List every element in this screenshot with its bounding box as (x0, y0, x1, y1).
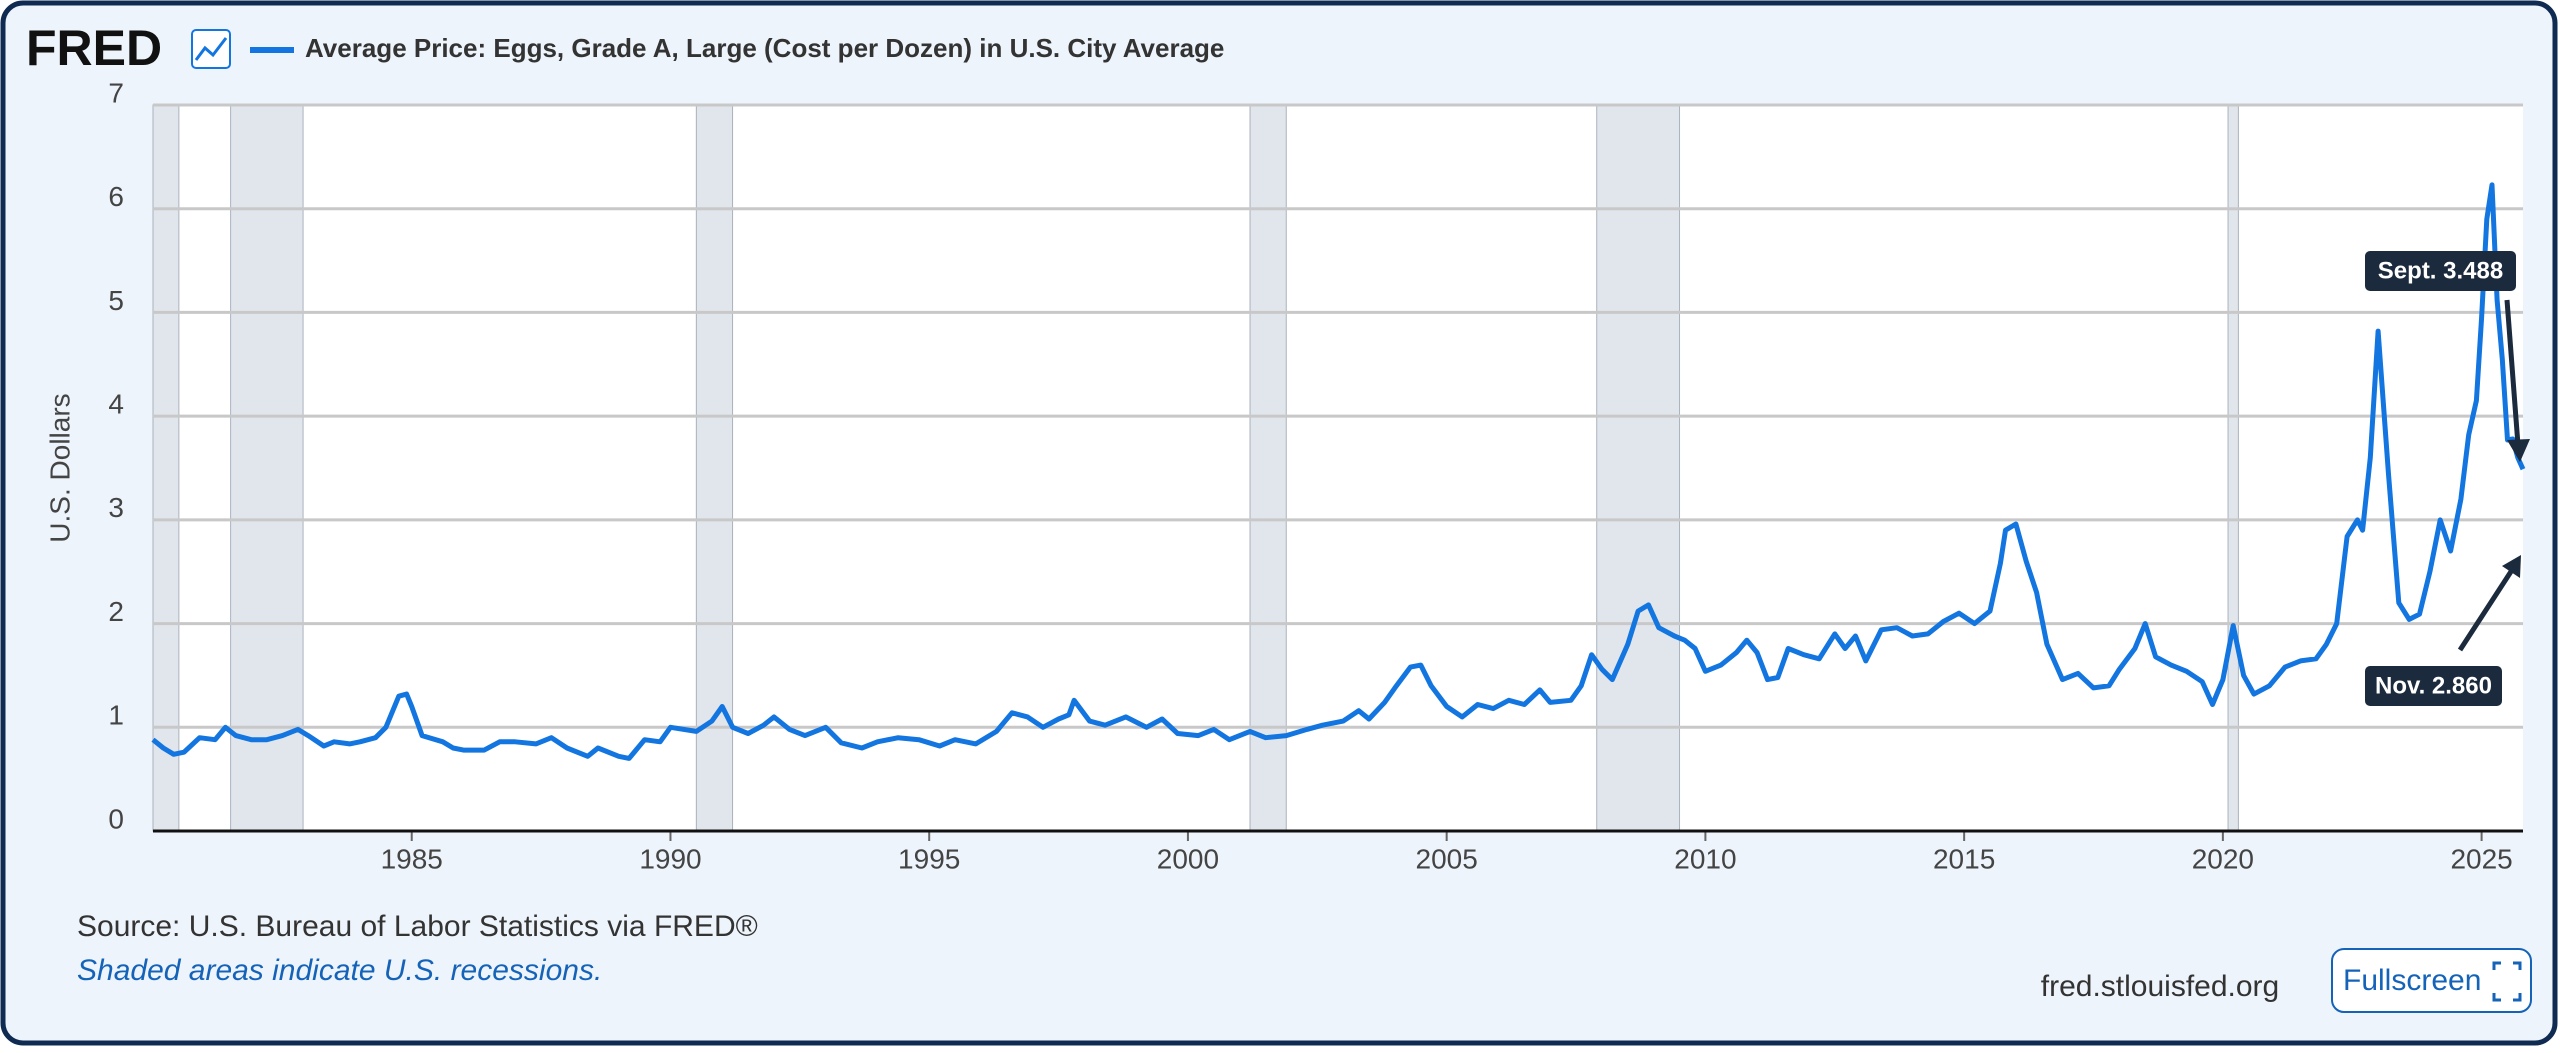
site-link[interactable]: fred.stlouisfed.org (2041, 970, 2279, 1003)
annotation-arrowhead (2502, 555, 2521, 578)
annotation-arrowhead (2507, 439, 2530, 462)
note: Shaded areas indicate U.S. recessions. (77, 954, 602, 987)
x-tick-label: 2020 (2192, 843, 2254, 874)
y-tick-label: 6 (108, 181, 124, 212)
fullscreen-button[interactable] (2331, 948, 2532, 1013)
logo-icon (191, 29, 231, 69)
x-tick-label: 2010 (1674, 843, 1736, 874)
recession (1596, 104, 1681, 832)
fullscreen-icon[interactable] (2492, 961, 2522, 1002)
x-tick-label: 2015 (1933, 843, 1995, 874)
x-tick-label: 2025 (2450, 843, 2512, 874)
source: Source: U.S. Bureau of Labor Statistics … (77, 910, 758, 943)
y-axis-label: U.S. Dollars (44, 393, 75, 542)
recession (152, 104, 180, 832)
recession (2227, 104, 2239, 832)
recession (230, 104, 304, 832)
annotation-box (2365, 251, 2516, 291)
annotation-arrow (2457, 568, 2515, 652)
y-tick-label: 4 (108, 389, 124, 420)
recession (695, 104, 734, 832)
y-tick-label: 3 (108, 492, 124, 523)
annotation-label: Sept. 3.488 (2378, 257, 2503, 284)
y-tick-label: 5 (108, 285, 124, 316)
x-tick-label: 1985 (381, 843, 443, 874)
y-tick-label: 1 (108, 700, 124, 731)
x-tick-label: 2000 (1157, 843, 1219, 874)
y-tick-label: 0 (108, 803, 124, 834)
x-tick-label: 1990 (639, 843, 701, 874)
plot-area (153, 105, 2523, 831)
y-tick-label: 2 (108, 596, 124, 627)
recession (1249, 104, 1287, 832)
y-tick-label: 7 (108, 77, 124, 108)
x-tick-label: 2005 (1416, 843, 1478, 874)
logo: FRED (26, 20, 162, 76)
annotation-label: Nov. 2.860 (2375, 672, 2492, 699)
x-tick-label: 1995 (898, 843, 960, 874)
plot: 0 1 2 3 4 5 6 7 1985 1990 1995 2000 2005 2010 2015 2020… (108, 77, 2526, 874)
annotation-arrow (2504, 299, 2521, 446)
series-line (151, 182, 2526, 761)
annotation-box (2365, 666, 2502, 706)
fullscreen-label[interactable]: Fullscreen (2343, 964, 2481, 997)
legend-label: Average Price: Eggs, Grade A, Large (Cos… (305, 33, 1224, 63)
